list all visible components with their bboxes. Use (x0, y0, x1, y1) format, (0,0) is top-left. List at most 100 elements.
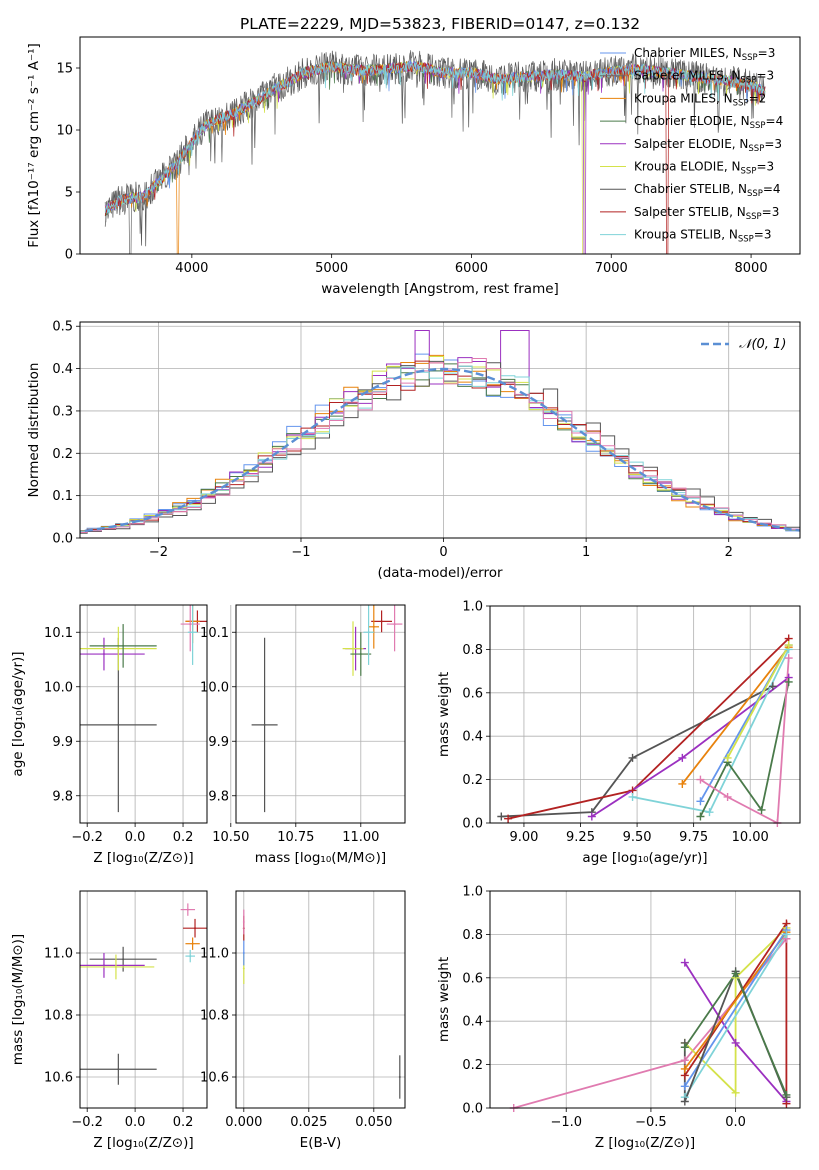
legend-entry: Kroupa STELIB, NSSP=3 (634, 228, 772, 245)
residuals-plot-area (80, 329, 800, 534)
weight-marker (782, 1090, 791, 1099)
age_vs_Z-frame (79, 604, 208, 824)
y-tick-label: 10.6 (200, 1071, 229, 1086)
y-tick-label: 0 (65, 248, 73, 263)
legend-subscript: SSP (746, 212, 762, 222)
y-tick-label: 0.2 (462, 773, 483, 788)
age_vs_Z-axes: −0.2 0.0 0.2 9.8 9.9 10.0 10.1 Z [log₁₀(Z/Z⊙)] a… (10, 605, 207, 866)
legend-label: Chabrier MILES, N (634, 46, 742, 60)
y-tick-label: 10.1 (44, 626, 73, 641)
y-tick-label: 0.0 (462, 1102, 483, 1117)
weight-marker (628, 792, 637, 801)
weight_vs_Z-axes: −1.0 −0.5 0.0 0.0 0.2 0.4 0.6 0.8 1.0 Z [log₁₀(Z/… (436, 885, 800, 1151)
weight-marker (723, 792, 732, 801)
legend-entry: Salpeter ELODIE, NSSP=3 (634, 137, 782, 154)
x-tick-label: −0.2 (71, 830, 103, 845)
legend-suffix: =3 (756, 160, 774, 174)
weight-marker (757, 805, 766, 814)
data-point (372, 625, 375, 628)
legend-subscript: SSP (733, 98, 749, 108)
y-tick-label: 10.8 (200, 1009, 229, 1024)
weight-series-line (681, 646, 790, 785)
spectrum-frame (79, 36, 801, 255)
x-tick-label: 0.050 (355, 1115, 392, 1130)
weight_vs_age-frame (489, 605, 801, 824)
age_vs_Z-plot-area (80, 605, 207, 813)
weight_vs_Z-plot-area (513, 920, 788, 1108)
x-tick-label: −1.0 (550, 1115, 582, 1130)
figure-title: PLATE=2229, MJD=53823, FIBERID=0147, z=0… (240, 15, 640, 33)
weight-series-line (684, 927, 788, 1095)
x-tick-label: 10.00 (732, 830, 769, 845)
weight-marker (696, 797, 705, 806)
mass_vs_Z-y-axis-label: mass [log₁₀(M/M⊙)] (10, 934, 26, 1065)
data-point (117, 1068, 120, 1071)
x-tick-label: 2 (725, 545, 733, 560)
x-tick-label: 0 (439, 545, 447, 560)
data-point (242, 967, 245, 970)
y-tick-label: 9.9 (52, 735, 73, 750)
weight-marker (680, 1043, 689, 1052)
data-point (122, 958, 125, 961)
legend-entry: Kroupa MILES, NSSP=2 (634, 91, 766, 108)
x-tick-label: 6000 (455, 261, 488, 276)
y-tick-label: 9.8 (52, 789, 73, 804)
data-point (194, 927, 197, 930)
y-tick-label: 0.0 (52, 532, 73, 547)
mass_vs_EBV-plot-area (242, 909, 401, 1099)
legend-entry: Salpeter MILES, NSSP=3 (634, 69, 774, 86)
legend-entry: Chabrier STELIB, NSSP=4 (634, 182, 781, 199)
data-point (242, 921, 245, 923)
y-tick-label: 9.9 (208, 735, 229, 750)
x-tick-label: −0.5 (635, 1115, 667, 1130)
x-tick-label: 0.025 (290, 1115, 327, 1130)
weight-marker (497, 812, 506, 821)
legend-subscript: SSP (747, 189, 763, 199)
data-point (114, 965, 117, 968)
weight_vs_Z-x-axis-label: Z [log₁₀(Z/Z⊙)] (595, 1135, 695, 1151)
y-tick-label: 0.2 (52, 447, 73, 462)
data-point (242, 952, 245, 954)
legend-subscript: SSP (738, 235, 754, 245)
weight_vs_age-plot-area (501, 637, 790, 823)
x-tick-label: 7000 (595, 261, 628, 276)
y-tick-label: 0.4 (462, 730, 483, 745)
age_vs_Z-x-axis-label: Z [log₁₀(Z/Z⊙)] (93, 850, 193, 866)
weight-marker (784, 677, 793, 686)
data-point (102, 964, 105, 967)
legend-label: Kroupa MILES, N (634, 91, 733, 105)
mass_vs_EBV-frame (235, 890, 406, 1109)
y-tick-label: 10.8 (44, 1009, 73, 1024)
x-tick-label: 0.0 (125, 830, 146, 845)
data-point (191, 631, 194, 634)
legend-label: Salpeter STELIB, N (634, 205, 746, 219)
legend-suffix: =3 (756, 69, 774, 83)
age_vs_Z-y-axis-label: age [log₁₀(age/yr)] (10, 651, 26, 776)
data-point (102, 653, 105, 656)
y-tick-label: 0.2 (462, 1058, 483, 1073)
weight-series-line (699, 681, 790, 817)
weight-marker (696, 775, 705, 784)
legend-label: Chabrier ELODIE, N (634, 114, 750, 128)
data-point (189, 955, 192, 958)
weight-marker (678, 753, 687, 762)
weight-marker (723, 753, 732, 762)
age_vs_mass-axes: 10.50 10.75 11.00 9.8 9.9 10.0 10.1 mass [log₁₀… (200, 605, 405, 866)
legend-suffix: =3 (758, 46, 776, 60)
legend-subscript: SSP (741, 76, 757, 86)
y-tick-label: 0.4 (52, 362, 73, 377)
y-tick-label: 0.6 (462, 971, 483, 986)
weight-marker (784, 654, 793, 663)
y-tick-label: 10.6 (44, 1071, 73, 1086)
weight_vs_Z-frame (489, 890, 801, 1109)
y-tick-label: 0.5 (52, 320, 73, 335)
legend-suffix: =4 (763, 182, 781, 196)
data-point (186, 908, 189, 911)
weight-marker (705, 808, 714, 817)
weight_vs_age-y-axis-label: mass weight (436, 672, 452, 757)
weight-series-line (513, 938, 788, 1108)
legend-subscript: SSP (750, 121, 766, 131)
weight-marker (680, 958, 689, 967)
weight-marker (731, 1038, 740, 1047)
weight-marker (784, 641, 793, 650)
